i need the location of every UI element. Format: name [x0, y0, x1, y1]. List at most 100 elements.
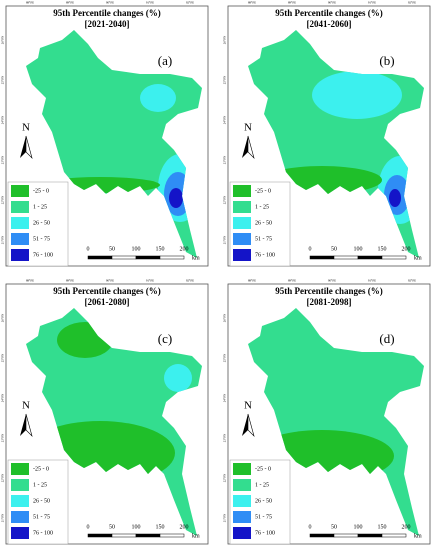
legend-label: 26 - 50 [33, 220, 50, 226]
legend-swatch [233, 511, 251, 523]
legend-label: 51 - 75 [33, 514, 50, 520]
legend-swatch [233, 249, 251, 261]
map-panel: 95th Percentile changes (%)[2021-2040] (a… [1, 1, 209, 267]
lat-tick: 23°0'N [1, 155, 5, 164]
scale-tick: 50 [331, 524, 337, 530]
legend-swatch [11, 511, 29, 523]
scale-segment [111, 255, 137, 260]
legend-label: 51 - 75 [33, 236, 50, 242]
legend-swatch [11, 495, 29, 507]
scale-segment [159, 255, 185, 260]
panel-frame [227, 5, 431, 267]
north-arrow [25, 135, 33, 160]
lon-tick: 90°0'E [106, 279, 114, 283]
lat-tick: 22°0'N [223, 195, 227, 204]
scale-unit: km [414, 533, 422, 539]
map-panel: 95th Percentile changes (%)[2061-2080] (c… [1, 279, 209, 545]
lon-tick: 91°0'E [146, 279, 154, 283]
lon-tick: 91°0'E [368, 1, 376, 5]
panel-title: 95th Percentile changes (%) [275, 8, 383, 18]
lat-tick: 22°0'N [1, 195, 5, 204]
scale-tick: 50 [109, 246, 115, 252]
panel-title: 95th Percentile changes (%) [53, 286, 161, 296]
lat-tick: 25°0'N [223, 75, 227, 84]
legend-swatch [11, 185, 29, 197]
lat-tick: 23°0'N [223, 155, 227, 164]
scale-unit: km [192, 533, 200, 539]
panel-title: 95th Percentile changes (%) [53, 8, 161, 18]
scale-segment [381, 533, 407, 538]
scale-tick: 100 [354, 246, 363, 252]
map-panel: 95th Percentile changes (%)[2081-2098] (d… [223, 279, 431, 545]
lat-tick: 21°0'N [1, 235, 5, 244]
legend-swatch [11, 527, 29, 539]
lat-tick: 26°0'N [1, 313, 5, 322]
legend-label: 76 - 100 [33, 530, 53, 536]
legend-swatch [233, 185, 251, 197]
scale-tick: 50 [109, 524, 115, 530]
legend-label: 76 - 100 [255, 530, 275, 536]
lon-tick: 92°0'E [408, 1, 416, 5]
panel-period: [2021-2040] [85, 19, 130, 29]
legend-swatch [11, 233, 29, 245]
scale-segment [357, 533, 383, 538]
zone [389, 189, 401, 207]
legend-label: 1 - 25 [255, 482, 269, 488]
lat-tick: 26°0'N [223, 313, 227, 322]
scale-segment [309, 533, 335, 538]
panel-frame [5, 5, 209, 267]
lon-tick: 90°0'E [106, 1, 114, 5]
legend-label: 76 - 100 [255, 252, 275, 258]
scale-tick: 150 [378, 246, 387, 252]
panel-title: 95th Percentile changes (%) [275, 286, 383, 296]
lat-tick: 21°0'N [223, 235, 227, 244]
panel-period: [2041-2060] [307, 19, 352, 29]
lon-tick: 91°0'E [146, 1, 154, 5]
zone [57, 322, 113, 358]
legend-label: -25 - 0 [255, 466, 271, 472]
zone [164, 364, 192, 392]
panel-frame [227, 283, 431, 545]
legend-label: 1 - 25 [255, 204, 269, 210]
legend-swatch [233, 527, 251, 539]
legend-swatch [233, 479, 251, 491]
north-label: N [22, 400, 30, 412]
land [248, 308, 424, 536]
zone [169, 188, 183, 208]
lon-tick: 88°0'E [248, 1, 256, 5]
legend-label: 51 - 75 [255, 514, 272, 520]
zone [140, 84, 176, 112]
scale-segment [135, 255, 161, 260]
map-panel: 95th Percentile changes (%)[2041-2060] (b… [223, 1, 431, 267]
panel-label: (b) [379, 53, 394, 68]
scale-unit: km [192, 255, 200, 261]
scale-tick: 200 [180, 246, 189, 252]
legend-label: 26 - 50 [255, 498, 272, 504]
lon-tick: 89°0'E [288, 1, 296, 5]
scale-tick: 100 [132, 246, 141, 252]
legend-label: 26 - 50 [33, 498, 50, 504]
legend-swatch [11, 201, 29, 213]
scale-segment [111, 533, 137, 538]
legend-label: -25 - 0 [33, 466, 49, 472]
lon-tick: 91°0'E [368, 279, 376, 283]
scale-tick: 100 [132, 524, 141, 530]
north-arrow [242, 136, 248, 158]
lat-tick: 26°0'N [223, 35, 227, 44]
panel-frame [5, 283, 209, 545]
legend-swatch [233, 217, 251, 229]
legend-swatch [233, 233, 251, 245]
legend-label: 51 - 75 [255, 236, 272, 242]
legend-label: 26 - 50 [255, 220, 272, 226]
legend-swatch [11, 249, 29, 261]
scale-tick: 0 [309, 524, 312, 530]
lon-tick: 90°0'E [328, 279, 336, 283]
scale-segment [87, 533, 113, 538]
north-arrow [247, 413, 255, 438]
lon-tick: 92°0'E [186, 1, 194, 5]
panel-label: (c) [158, 331, 172, 346]
panel-label: (d) [379, 331, 394, 346]
scale-segment [87, 255, 113, 260]
